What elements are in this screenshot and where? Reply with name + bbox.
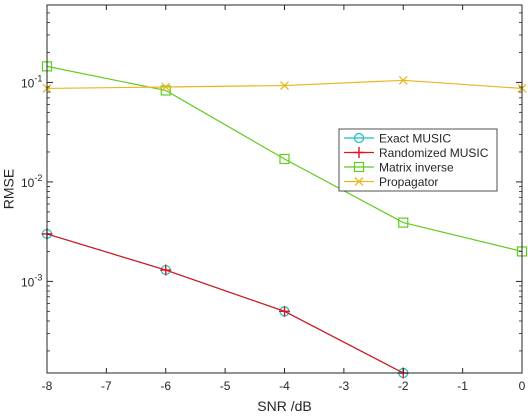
series-line: [46, 65, 523, 253]
circle-marker: [353, 132, 365, 144]
y-tick-label: 10-2: [21, 173, 42, 190]
legend-label: Exact MUSIC: [379, 132, 451, 146]
legend-entry: Propagator: [344, 175, 438, 189]
x-axis-label: SNR /dB: [257, 398, 311, 414]
x-marker: [398, 75, 408, 85]
plus-marker: [160, 264, 172, 276]
square-marker: [160, 85, 171, 96]
x-tick-label: -2: [398, 379, 409, 393]
legend-label: Propagator: [379, 175, 438, 189]
legend-entry: Exact MUSIC: [344, 132, 451, 146]
x-tick-label: -1: [457, 379, 468, 393]
legend-label: Matrix inverse: [379, 161, 454, 175]
series-layer: [41, 61, 528, 379]
x-tick-label: -7: [101, 379, 112, 393]
square-marker: [398, 217, 409, 228]
y-tick-label: 10-1: [21, 73, 42, 90]
legend-entry: Randomized MUSIC: [344, 146, 489, 160]
x-marker: [161, 82, 171, 92]
square-marker: [353, 161, 365, 173]
plus-marker: [279, 305, 290, 317]
series-exact-music: [41, 228, 409, 379]
x-tick-label: -8: [42, 379, 53, 393]
series-propagator: [42, 75, 527, 93]
series-line: [46, 233, 404, 374]
x-tick-label: -5: [220, 379, 231, 393]
legend-box: [338, 128, 498, 192]
x-tick-label: 0: [519, 379, 526, 393]
x-tick-label: -3: [339, 379, 350, 393]
square-marker: [279, 153, 290, 165]
legend-entry: Matrix inverse: [344, 161, 454, 175]
y-axis-label: RMSE: [1, 169, 17, 209]
legend-label: Randomized MUSIC: [379, 146, 489, 160]
series-line: [46, 233, 404, 374]
series-line: [46, 79, 523, 90]
x-tick-label: -6: [160, 379, 171, 393]
x-tick-label: -4: [279, 379, 290, 393]
x-marker: [354, 177, 364, 186]
x-marker: [280, 81, 289, 91]
y-tick-label: 10-3: [21, 272, 42, 289]
ticks-layer: -8 -7 -6 -5 -4 -3 -2 -1 0 10-1 10-2 10-3: [21, 5, 526, 393]
series-randomized-music: [41, 228, 409, 379]
plus-marker: [353, 147, 365, 158]
